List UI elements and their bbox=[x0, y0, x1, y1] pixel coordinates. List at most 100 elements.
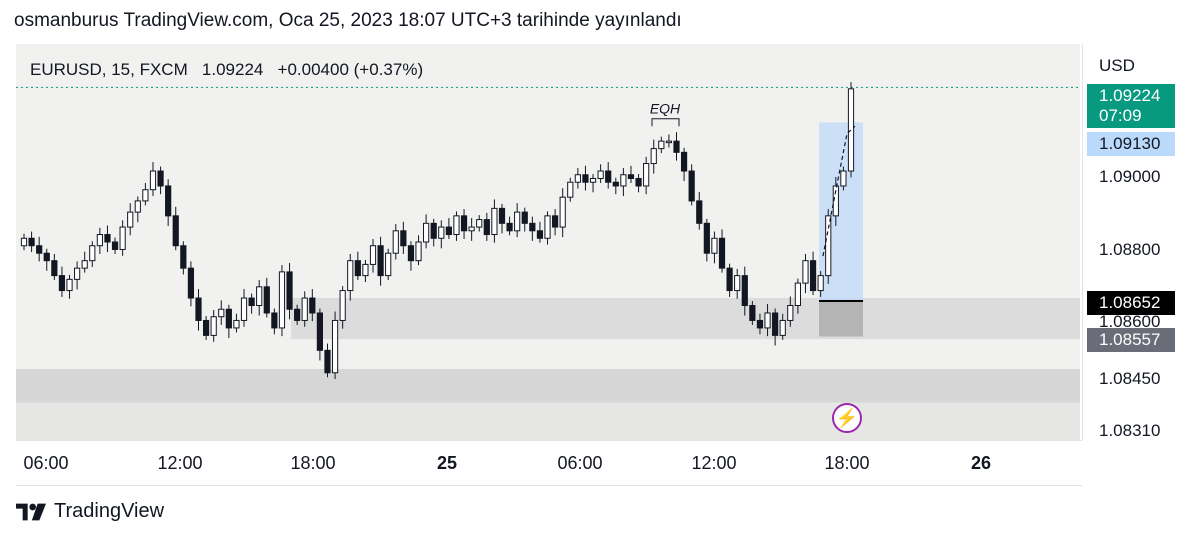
candle-body bbox=[134, 200, 141, 213]
candle-body bbox=[89, 245, 96, 262]
candle-body bbox=[149, 170, 157, 191]
eqh-bracket bbox=[651, 118, 680, 127]
candle-body bbox=[476, 219, 483, 228]
candle-body bbox=[597, 170, 604, 179]
candle-body bbox=[809, 260, 817, 292]
chart-pane[interactable]: EQH EURUSD, 15, FXCM 1.09224 +0.00400 (+… bbox=[16, 44, 1080, 440]
candle-body bbox=[225, 308, 232, 329]
symbol-legend: EURUSD, 15, FXCM 1.09224 +0.00400 (+0.37… bbox=[30, 60, 423, 80]
time-axis[interactable]: 06:00 12:00 18:00 25 06:00 12:00 18:00 2… bbox=[16, 440, 1082, 486]
candle-body bbox=[680, 151, 688, 172]
candle-body bbox=[620, 174, 627, 187]
candle-body bbox=[119, 226, 126, 250]
candle-body bbox=[400, 230, 407, 247]
candle-body bbox=[66, 278, 73, 292]
candle-body bbox=[233, 319, 240, 329]
price-change: +0.00400 (+0.37%) bbox=[277, 60, 424, 79]
candle-body bbox=[96, 234, 103, 247]
time-tick: 18:00 bbox=[290, 453, 336, 473]
target-price-badge: 1.09130 bbox=[1087, 132, 1175, 156]
candle-body bbox=[347, 260, 354, 292]
candle-body bbox=[20, 237, 28, 247]
candle-body bbox=[172, 215, 179, 247]
candle-body bbox=[582, 174, 589, 183]
candle-body bbox=[696, 200, 703, 224]
candle-body bbox=[453, 215, 460, 236]
candle-body bbox=[142, 189, 149, 202]
last-price-badge: 1.09224 07:09 bbox=[1087, 84, 1175, 128]
candle-body bbox=[544, 215, 551, 239]
tradingview-logo[interactable]: TradingView bbox=[16, 500, 164, 523]
candle-body bbox=[407, 245, 415, 262]
candle-body bbox=[521, 211, 528, 224]
candle-body bbox=[210, 316, 217, 336]
price-axis[interactable]: USD 1.09000 1.08800 1.08600 1.08450 1.08… bbox=[1082, 44, 1200, 440]
candle-body bbox=[339, 290, 346, 321]
currency-label: USD bbox=[1099, 56, 1135, 75]
candle-body bbox=[756, 319, 764, 329]
candle-body bbox=[331, 319, 339, 374]
time-tick: 12:00 bbox=[691, 453, 737, 473]
candle-body bbox=[567, 181, 574, 198]
candlestick-chart[interactable]: EQH bbox=[16, 44, 1080, 440]
candle-body bbox=[354, 260, 361, 277]
candle-body bbox=[157, 170, 164, 187]
brand-name: TradingView bbox=[54, 500, 165, 522]
price-tick: 1.08800 bbox=[1099, 240, 1161, 259]
candle-body bbox=[36, 245, 43, 254]
position-stop-zone bbox=[819, 301, 863, 337]
candle-body bbox=[483, 219, 490, 236]
candle-body bbox=[847, 88, 855, 172]
candle-body bbox=[536, 230, 544, 239]
price-tick: 1.09000 bbox=[1099, 167, 1161, 186]
candle-body bbox=[703, 222, 710, 254]
candle-body bbox=[415, 241, 422, 262]
price-tick: 1.08600 bbox=[1099, 312, 1161, 331]
candle-body bbox=[294, 308, 301, 321]
candle-body bbox=[673, 140, 680, 153]
price-tick: 1.08450 bbox=[1099, 369, 1161, 388]
lower-band bbox=[16, 402, 1080, 440]
candle-body bbox=[779, 319, 786, 336]
time-tick: 06:00 bbox=[23, 453, 69, 473]
candle-body bbox=[316, 312, 323, 351]
candle-body bbox=[794, 282, 801, 307]
candle-body bbox=[574, 174, 581, 183]
candle-body bbox=[74, 267, 81, 280]
candle-body bbox=[438, 226, 445, 239]
candle-body bbox=[491, 207, 498, 236]
candle-body bbox=[180, 245, 187, 269]
tradingview-logo-icon bbox=[16, 503, 46, 520]
candle-body bbox=[385, 252, 392, 277]
candle-body bbox=[559, 196, 566, 228]
time-tick: 25 bbox=[436, 453, 458, 473]
last-price: 1.09224 bbox=[201, 60, 264, 79]
lightning-icon[interactable]: ⚡ bbox=[832, 403, 862, 433]
candle-body bbox=[840, 170, 847, 187]
candle-body bbox=[589, 177, 597, 183]
candle-body bbox=[529, 222, 536, 232]
candle-body bbox=[605, 170, 612, 183]
candle-body bbox=[643, 163, 650, 187]
stop-price-badge: 1.08557 bbox=[1087, 328, 1175, 352]
candle-body bbox=[658, 140, 665, 150]
candle-body bbox=[301, 297, 308, 321]
candle-body bbox=[423, 222, 430, 243]
candle-body bbox=[43, 252, 50, 262]
candle-body bbox=[734, 275, 741, 292]
time-tick: 06:00 bbox=[557, 453, 603, 473]
candle-body bbox=[392, 230, 399, 254]
candle-body bbox=[627, 174, 635, 179]
candle-body bbox=[665, 140, 673, 144]
candle-body bbox=[369, 245, 377, 265]
time-tick: 12:00 bbox=[157, 453, 203, 473]
candle-body bbox=[195, 297, 202, 321]
published-header: osmanburus TradingView.com, Oca 25, 2023… bbox=[14, 10, 682, 31]
candle-body bbox=[263, 286, 270, 314]
candle-body bbox=[286, 271, 293, 310]
candle-body bbox=[377, 245, 384, 277]
candle-body bbox=[28, 237, 35, 247]
candle-body bbox=[165, 185, 172, 217]
candle-body bbox=[787, 305, 794, 321]
candle-body bbox=[362, 263, 369, 277]
